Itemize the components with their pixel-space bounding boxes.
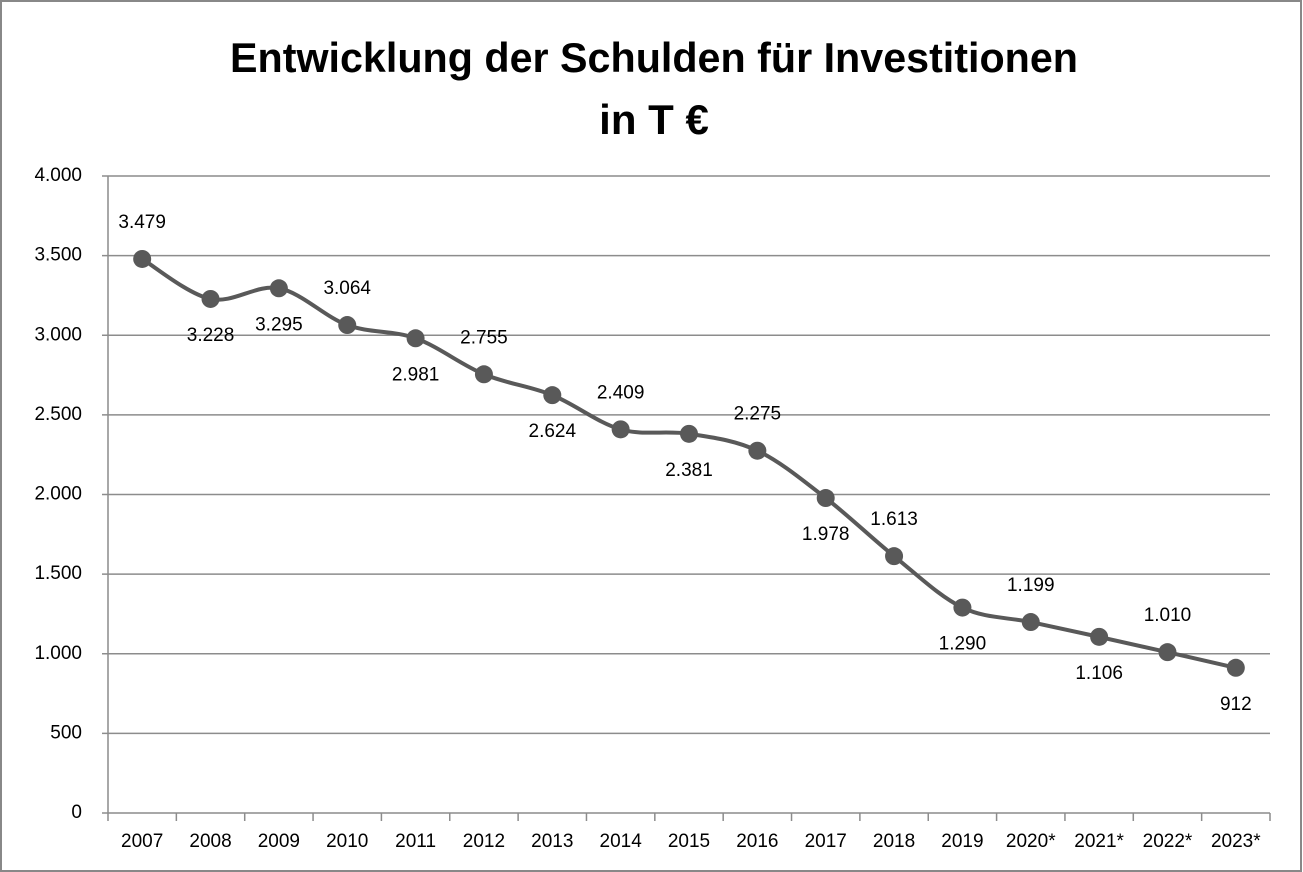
data-point xyxy=(406,329,425,348)
x-tick-label: 2017 xyxy=(805,831,847,852)
x-tick-label: 2012 xyxy=(463,831,505,852)
x-tick-label: 2011 xyxy=(395,831,436,852)
y-tick-label: 3.000 xyxy=(34,324,82,345)
x-tick-label: 2016 xyxy=(736,831,778,852)
data-label: 912 xyxy=(1220,694,1252,715)
data-point xyxy=(474,365,493,384)
data-point xyxy=(1226,658,1245,677)
data-label: 2.981 xyxy=(392,364,440,385)
x-tick-label: 2007 xyxy=(121,831,163,852)
data-point xyxy=(201,289,220,308)
y-tick-label: 1.000 xyxy=(34,643,82,664)
x-tick-label: 2013 xyxy=(531,831,573,852)
x-tick-label: 2014 xyxy=(600,831,643,852)
x-tick-label: 2020* xyxy=(1006,831,1056,852)
x-tick-label: 2009 xyxy=(258,831,300,852)
data-label: 3.295 xyxy=(255,314,303,335)
data-point xyxy=(953,598,972,617)
x-tick-label: 2021* xyxy=(1074,831,1124,852)
data-label: 1.290 xyxy=(939,634,987,655)
data-point xyxy=(816,489,835,508)
y-tick-label: 4.000 xyxy=(34,165,82,186)
data-label: 1.010 xyxy=(1144,605,1192,626)
data-point xyxy=(269,279,288,298)
data-label: 2.755 xyxy=(460,327,508,348)
data-point xyxy=(611,420,630,439)
data-label: 1.978 xyxy=(802,524,850,545)
data-label: 3.479 xyxy=(118,212,166,233)
chart-title: Entwicklung der Schulden für Investition… xyxy=(230,34,1078,81)
data-label: 3.228 xyxy=(187,325,235,346)
x-tick-label: 2015 xyxy=(668,831,710,852)
data-point xyxy=(133,249,152,268)
data-label: 1.106 xyxy=(1075,663,1123,684)
y-tick-label: 3.500 xyxy=(34,245,82,266)
x-tick-label: 2023* xyxy=(1211,831,1261,852)
data-point xyxy=(1158,643,1177,662)
y-tick-label: 2.500 xyxy=(34,404,82,425)
data-point xyxy=(885,547,904,566)
x-tick-label: 2019 xyxy=(941,831,983,852)
data-label: 2.275 xyxy=(734,404,782,425)
data-point xyxy=(543,386,562,405)
data-point xyxy=(748,441,767,460)
x-tick-label: 2022* xyxy=(1143,831,1193,852)
data-point xyxy=(338,316,357,335)
x-tick-label: 2008 xyxy=(189,831,231,852)
data-label: 3.064 xyxy=(323,278,371,299)
y-tick-label: 1.500 xyxy=(34,563,82,584)
data-label: 2.381 xyxy=(665,460,713,481)
data-label: 1.199 xyxy=(1007,575,1055,596)
x-tick-label: 2018 xyxy=(873,831,915,852)
data-label: 2.409 xyxy=(597,382,645,403)
data-label: 1.613 xyxy=(870,509,918,530)
data-label: 2.624 xyxy=(529,421,577,442)
data-point xyxy=(1021,613,1040,632)
y-tick-label: 500 xyxy=(50,722,82,743)
y-tick-label: 0 xyxy=(71,802,82,823)
x-tick-label: 2010 xyxy=(326,831,368,852)
data-point xyxy=(680,424,698,443)
y-tick-label: 2.000 xyxy=(34,484,82,505)
chart-title: in T € xyxy=(599,96,709,143)
data-point xyxy=(1090,627,1109,646)
